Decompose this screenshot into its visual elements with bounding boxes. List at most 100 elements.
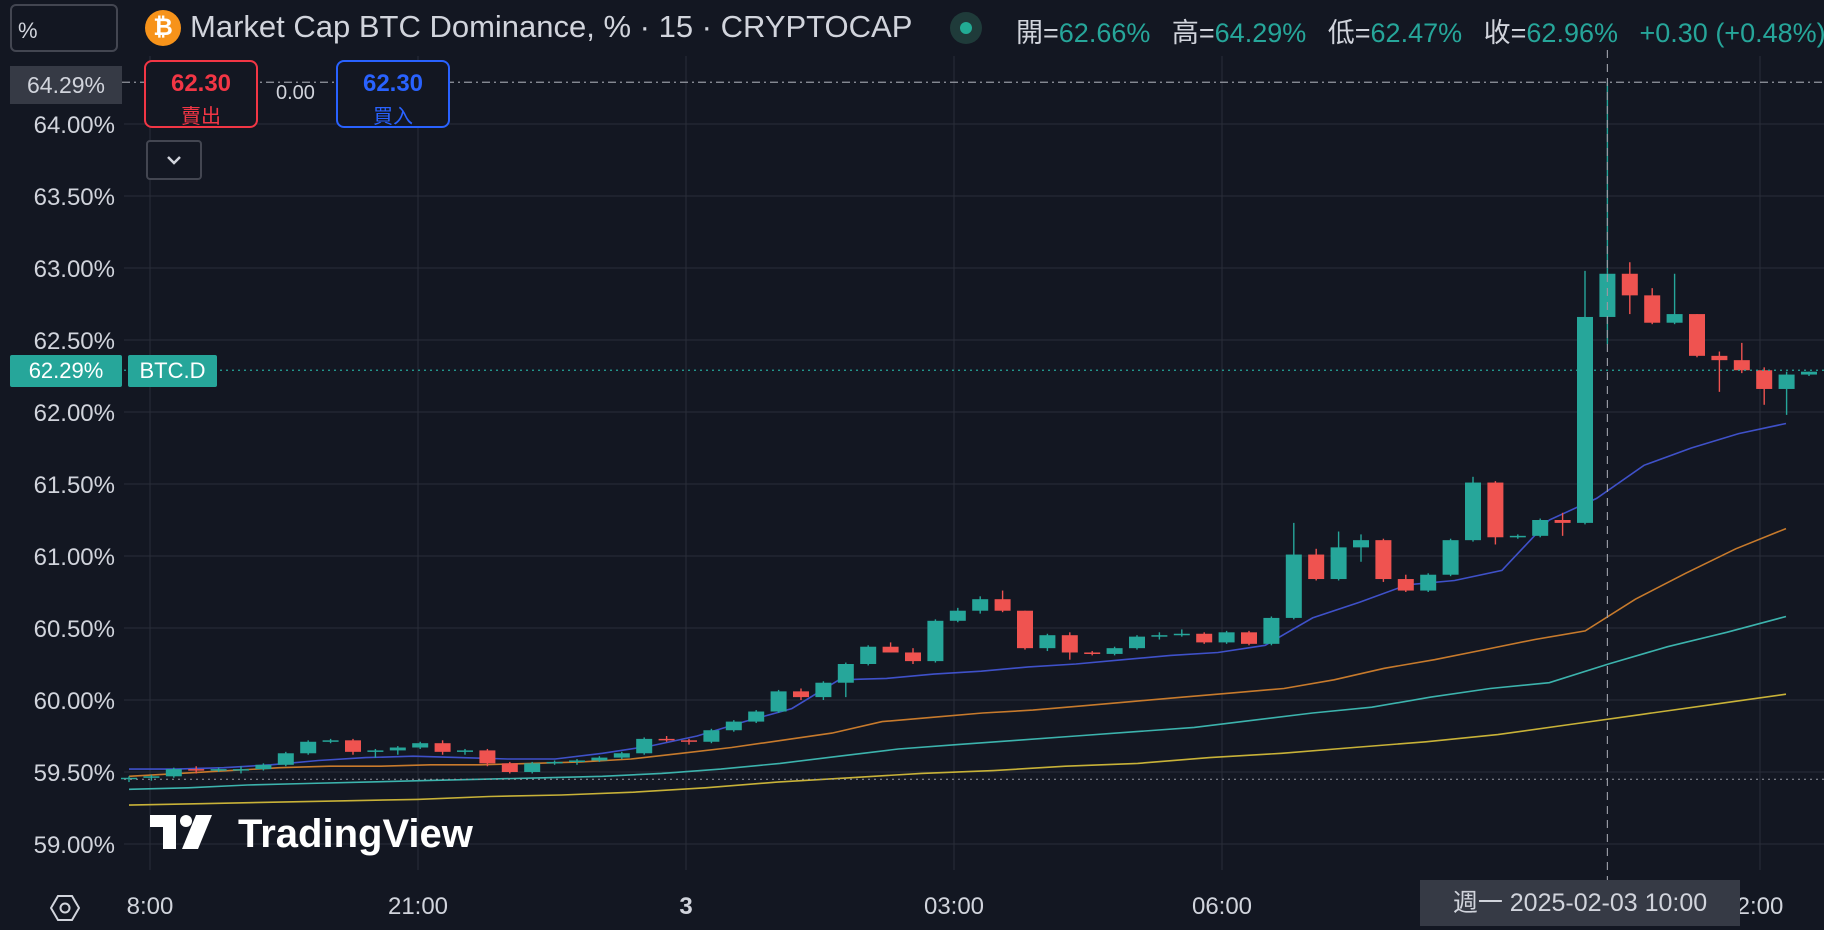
candle: [524, 761, 541, 774]
candle-body: [434, 743, 451, 752]
candle: [994, 590, 1011, 613]
candle: [793, 688, 809, 700]
y-tick-label: 61.00%: [34, 544, 115, 571]
crosshair-price-label: 64.29%: [10, 66, 122, 104]
chart-settings-icon[interactable]: [50, 893, 80, 923]
candle-body: [1308, 554, 1325, 580]
chart-title[interactable]: Market Cap BTC Dominance, % · 15 · CRYPT…: [190, 9, 913, 44]
candle: [1509, 534, 1526, 539]
candle-body: [1375, 540, 1392, 580]
candle: [860, 645, 877, 666]
candle-body: [1487, 482, 1504, 538]
candle: [927, 619, 944, 663]
bitcoin-icon: ₿: [145, 10, 181, 46]
candle: [1263, 616, 1280, 646]
candle-body: [479, 750, 496, 764]
market-status-icon[interactable]: [950, 12, 982, 44]
candle-body: [1173, 633, 1190, 636]
y-tick-label: 63.50%: [34, 184, 115, 211]
candle-body: [636, 738, 653, 754]
candle: [546, 760, 563, 765]
tradingview-logo-icon: [150, 815, 212, 849]
candle-body: [748, 711, 765, 722]
price-lines: [122, 50, 1824, 880]
candle: [1017, 610, 1033, 650]
ohlc-close: 收=62.96%: [1484, 18, 1618, 48]
candle-body: [165, 769, 182, 777]
candle: [457, 748, 473, 755]
candle-body: [949, 610, 966, 621]
moving-average-lines: [128, 422, 1787, 806]
moving-average-1: [129, 422, 1787, 770]
candle: [1420, 573, 1437, 592]
chevron-down-icon: [167, 156, 181, 165]
ohlc-low: 低=62.47%: [1328, 18, 1462, 48]
candle-body: [1285, 554, 1302, 618]
collapse-toggle-button[interactable]: [146, 140, 202, 180]
candle-body: [1017, 610, 1033, 649]
candle-body: [233, 769, 249, 771]
candle-body: [927, 620, 944, 662]
candle: [1285, 522, 1302, 620]
candle-body: [972, 599, 989, 611]
candle-body: [1554, 520, 1571, 523]
x-tick-label: 03:00: [924, 893, 984, 920]
candle: [1353, 534, 1369, 562]
candle: [1129, 635, 1145, 650]
y-tick-label: 64.00%: [34, 112, 115, 139]
watermark-text: TradingView: [238, 812, 473, 856]
candle-body: [1621, 273, 1638, 296]
candle: [591, 756, 608, 762]
sell-label: 賣出: [181, 106, 221, 128]
candle: [748, 710, 765, 724]
candle: [1084, 651, 1101, 656]
candle-body: [457, 750, 473, 752]
candle: [277, 751, 294, 767]
candle: [322, 738, 339, 744]
buy-price: 62.30: [362, 70, 424, 97]
ohlc-open-value: 62.66%: [1058, 18, 1151, 48]
candle: [188, 766, 205, 774]
ohlc-high-label: 高=: [1171, 18, 1215, 48]
candle-body: [1689, 314, 1705, 356]
ohlc-change: +0.30 (+0.48%): [1639, 18, 1824, 48]
candle-body: [1151, 635, 1168, 637]
y-tick-label: 63.00%: [34, 256, 115, 283]
candle: [636, 737, 653, 755]
candle-body: [1263, 617, 1280, 644]
candle-body: [1778, 374, 1795, 389]
symbol-search-input[interactable]: %: [10, 4, 118, 52]
candle-body: [1218, 632, 1235, 643]
candle-body: [1532, 520, 1549, 536]
crosshair-date-label: 週一 2025-02-03 10:00: [1420, 880, 1740, 926]
candle-body: [569, 760, 585, 762]
candle: [725, 720, 742, 732]
candle: [479, 748, 496, 767]
y-tick-label: 61.50%: [34, 472, 115, 499]
candle: [501, 761, 518, 774]
candle-body: [300, 741, 317, 754]
candle: [1801, 371, 1817, 376]
last-price-label: 62.29%: [10, 355, 122, 387]
candle: [165, 767, 182, 778]
candle: [613, 751, 630, 760]
candle-body: [1644, 295, 1661, 323]
candle-body: [1666, 314, 1683, 323]
candle-body: [143, 776, 160, 778]
buy-button[interactable]: 62.30 買入: [336, 60, 450, 128]
ohlc-high: 高=64.29%: [1172, 18, 1306, 48]
sell-button[interactable]: 62.30 賣出: [144, 60, 258, 128]
candle: [1778, 371, 1795, 415]
x-tick-label: 2:00: [1737, 893, 1784, 920]
candle: [1577, 270, 1593, 525]
candle-body: [793, 691, 809, 698]
candle: [434, 740, 451, 755]
candle-body: [367, 750, 384, 752]
candle: [412, 741, 429, 749]
candle: [210, 767, 227, 772]
moving-average-3: [128, 615, 1787, 791]
candle: [1644, 288, 1661, 325]
candle: [1151, 632, 1168, 640]
candle-body: [255, 764, 272, 770]
